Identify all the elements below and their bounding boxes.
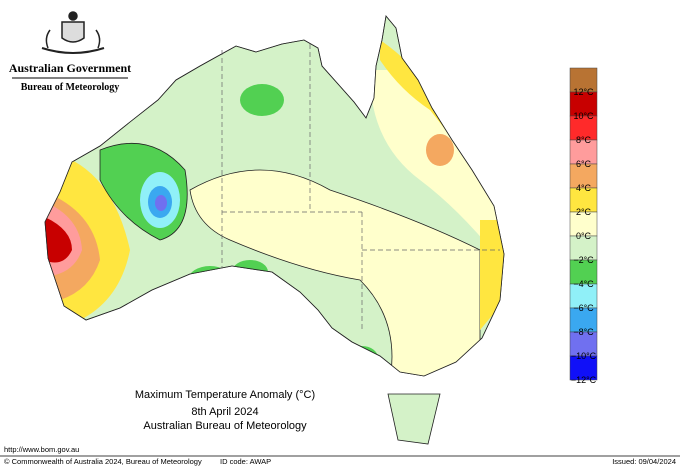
legend-swatch xyxy=(569,307,598,333)
legend-swatch xyxy=(569,211,598,237)
map-source: Australian Bureau of Meteorology xyxy=(143,420,307,432)
legend-label: 2°C xyxy=(576,207,592,217)
footer-copyright: © Commonwealth of Australia 2024, Bureau… xyxy=(4,457,202,466)
legend-label: −8°C xyxy=(573,327,594,337)
footer-id-code: ID code: AWAP xyxy=(220,457,271,466)
legend-label: 12°C xyxy=(573,87,594,97)
legend-swatch xyxy=(569,187,598,213)
bureau-name: Bureau of Meteorology xyxy=(21,82,120,93)
legend-swatch xyxy=(569,331,598,357)
legend-label: 10°C xyxy=(573,111,594,121)
footer-url: http://www.bom.gov.au xyxy=(4,445,79,454)
legend-swatch xyxy=(569,235,598,261)
legend-swatch xyxy=(569,91,598,117)
legend-swatch xyxy=(569,139,598,165)
legend-label: −12°C xyxy=(571,375,597,385)
legend-label: −4°C xyxy=(573,279,594,289)
legend-swatch xyxy=(569,283,598,309)
legend-label: −2°C xyxy=(573,255,594,265)
legend-swatch xyxy=(569,355,598,381)
legend-swatch xyxy=(569,259,598,285)
legend-label: 6°C xyxy=(576,159,592,169)
legend: 12°C 10°C 8°C 6°C 4°C 2°C 0°C −2°C −4°C −6°C −8°C −… xyxy=(569,67,598,385)
map xyxy=(44,15,505,445)
legend-label: 4°C xyxy=(576,183,592,193)
legend-label: −6°C xyxy=(573,303,594,313)
legend-label: −10°C xyxy=(571,351,597,361)
legend-label: 8°C xyxy=(576,135,592,145)
crest xyxy=(41,11,105,54)
legend-swatch xyxy=(569,115,598,141)
map-title: Maximum Temperature Anomaly (°C) xyxy=(135,389,315,401)
footer-issued: Issued: 09/04/2024 xyxy=(612,457,676,466)
legend-label: 0°C xyxy=(576,231,592,241)
legend-swatch xyxy=(569,163,598,189)
agency-name: Australian Government xyxy=(9,61,131,75)
map-date: 8th April 2024 xyxy=(191,406,258,418)
